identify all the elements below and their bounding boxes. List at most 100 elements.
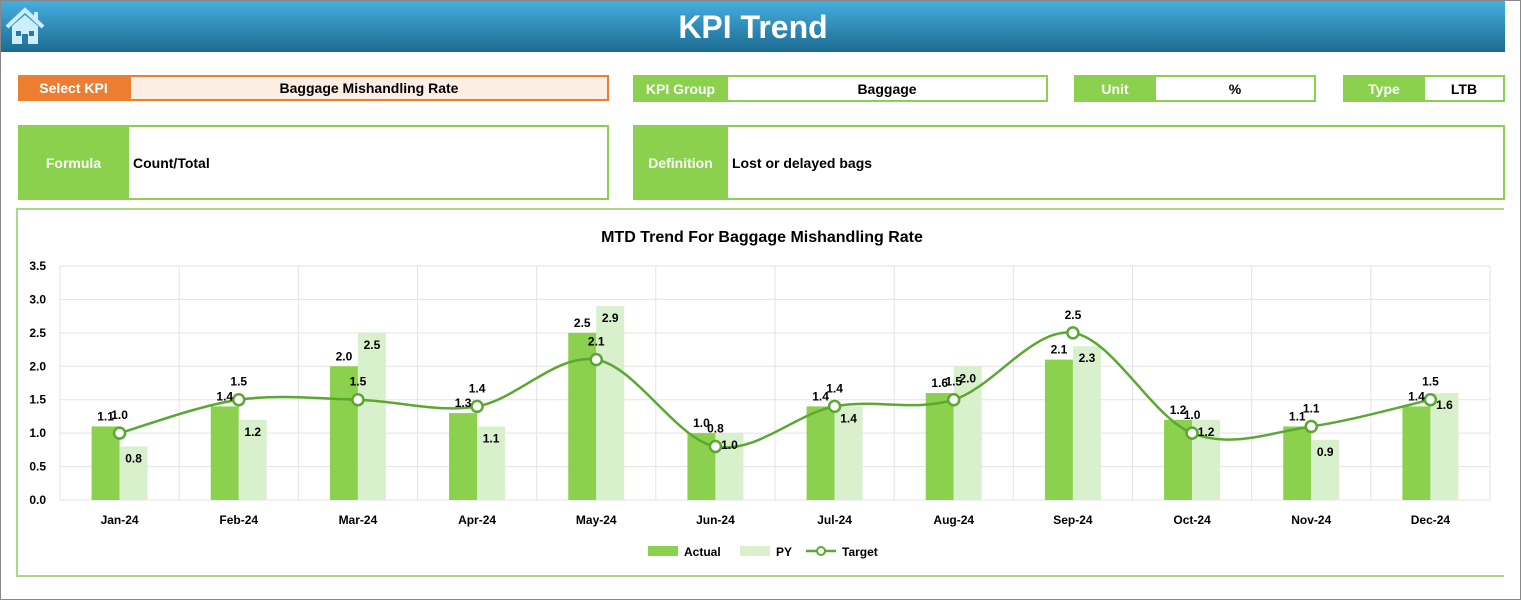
data-label-actual: 1.1 [97, 409, 114, 423]
bar-actual [1044, 359, 1073, 500]
data-label-py: 2.3 [1079, 351, 1096, 365]
data-label-actual: 1.6 [931, 376, 948, 390]
data-label-actual: 1.4 [1408, 389, 1425, 403]
x-tick-label: Aug-24 [933, 513, 974, 527]
target-marker [1185, 426, 1199, 440]
chart-title: MTD Trend For Baggage Mishandling Rate [601, 229, 923, 246]
bar-actual [925, 393, 954, 500]
data-label-py: 1.2 [244, 425, 261, 439]
header-bar: KPI Trend [1, 1, 1505, 52]
bar-actual [329, 366, 358, 500]
data-label-py: 0.9 [1317, 445, 1334, 459]
y-tick-label: 0.5 [29, 460, 46, 474]
select-kpi-dropdown[interactable]: Baggage Mishandling Rate [129, 75, 609, 101]
data-label-actual: 1.0 [693, 416, 710, 430]
formula-value: Count/Total [127, 125, 609, 200]
data-label-target: 2.1 [588, 335, 605, 349]
data-label-target: 1.0 [1184, 408, 1201, 422]
target-marker [708, 439, 723, 454]
data-label-target: 1.5 [945, 375, 962, 389]
type-value: LTB [1423, 75, 1505, 102]
data-label-target: 1.5 [230, 375, 247, 389]
x-tick-label: Mar-24 [339, 513, 378, 527]
target-marker [232, 392, 246, 407]
data-label-py: 1.2 [1198, 425, 1215, 439]
unit-label: Unit [1074, 75, 1156, 102]
data-label-actual: 1.4 [812, 389, 829, 403]
bar-actual [91, 426, 120, 500]
unit-value: % [1154, 75, 1316, 102]
data-label-target: 1.5 [1422, 375, 1439, 389]
x-tick-label: Oct-24 [1173, 513, 1211, 527]
definition-label: Definition [633, 125, 728, 200]
legend-target-marker [816, 546, 826, 556]
legend-actual: Actual [684, 545, 721, 559]
definition-value: Lost or delayed bags [726, 125, 1505, 200]
x-tick-label: Jul-24 [817, 513, 852, 527]
data-label-target: 1.4 [826, 381, 843, 395]
data-label-py: 0.8 [125, 452, 142, 466]
legend-actual-swatch [648, 546, 678, 556]
legend-target: Target [842, 545, 878, 559]
target-marker [1423, 392, 1438, 407]
target-marker [589, 352, 603, 367]
bar-py [477, 426, 506, 500]
data-label-py: 1.0 [721, 438, 738, 452]
page-title: KPI Trend [678, 9, 828, 45]
bar-actual [1283, 426, 1312, 500]
data-label-actual: 1.1 [1289, 409, 1306, 423]
data-label-target: 2.5 [1065, 308, 1082, 322]
home-icon[interactable] [5, 7, 45, 45]
bar-py [357, 332, 386, 500]
bar-actual [806, 406, 835, 500]
chart-container [16, 208, 1504, 577]
x-tick-label: May-24 [576, 513, 617, 527]
type-label: Type [1343, 75, 1425, 102]
bar-actual [1402, 406, 1431, 500]
data-label-target: 1.5 [350, 375, 367, 389]
chart-legend: Actual PY Target [648, 545, 878, 559]
data-label-actual: 1.4 [216, 389, 233, 403]
y-tick-label: 1.5 [29, 393, 46, 407]
x-tick-label: Feb-24 [219, 513, 258, 527]
target-marker [947, 392, 961, 407]
data-label-actual: 2.1 [1051, 343, 1068, 357]
formula-label: Formula [18, 125, 129, 200]
data-label-target: 1.4 [469, 381, 486, 395]
target-marker [351, 392, 365, 407]
y-tick-label: 2.0 [29, 359, 46, 373]
target-marker [112, 426, 127, 440]
y-tick-label: 3.0 [29, 292, 46, 306]
data-label-py: 2.0 [959, 371, 976, 385]
data-label-py: 1.6 [1436, 398, 1453, 412]
x-tick-label: Jan-24 [101, 513, 139, 527]
kpi-group-value: Baggage [726, 75, 1048, 102]
bar-py [1072, 346, 1101, 500]
x-tick-label: Jun-24 [696, 513, 735, 527]
bar-py [1430, 393, 1459, 500]
x-tick-label: Sep-24 [1053, 513, 1093, 527]
data-label-actual: 1.3 [455, 396, 472, 410]
target-marker [1304, 419, 1318, 434]
data-label-actual: 1.2 [1170, 403, 1187, 417]
data-label-target: 1.1 [1303, 401, 1320, 415]
bar-actual [210, 406, 239, 500]
bar-py [596, 306, 625, 500]
data-label-actual: 2.0 [336, 349, 353, 363]
x-tick-label: Apr-24 [458, 513, 496, 527]
y-tick-label: 2.5 [29, 326, 46, 340]
legend-py-swatch [740, 546, 770, 556]
target-marker [1066, 326, 1080, 340]
data-label-py: 1.4 [840, 411, 857, 425]
target-marker [827, 399, 842, 414]
data-label-target: 0.8 [707, 422, 724, 436]
y-tick-label: 3.5 [29, 259, 46, 273]
x-tick-label: Nov-24 [1291, 513, 1331, 527]
data-label-py: 2.9 [602, 311, 619, 325]
target-marker [470, 399, 484, 414]
y-tick-label: 1.0 [29, 426, 46, 440]
data-label-target: 1.0 [111, 408, 128, 422]
data-label-py: 2.5 [364, 338, 381, 352]
data-label-actual: 2.5 [574, 316, 591, 330]
